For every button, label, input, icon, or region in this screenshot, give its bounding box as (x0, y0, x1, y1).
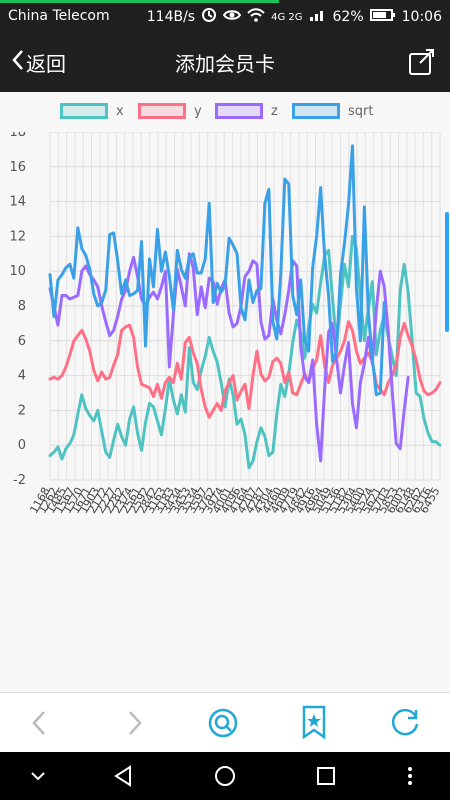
y-tick-label: 12 (9, 229, 26, 244)
chevron-left-icon (10, 49, 26, 76)
y-tick-label: 16 (9, 160, 26, 175)
network-type: 4G 2G (271, 11, 303, 23)
status-right: 114B/s 4G 2G 62% 10:06 (147, 7, 442, 27)
status-progress-line (0, 0, 279, 3)
y-tick-label: 10 (9, 264, 26, 279)
eye-icon (222, 9, 242, 25)
wifi-icon (247, 8, 265, 26)
y-tick-label: 6 (18, 334, 26, 349)
battery-percent: 62% (332, 9, 364, 25)
legend-item-sqrt: sqrt (292, 103, 373, 119)
y-tick-label: 0 (18, 438, 26, 453)
app-header: 返回 添加会员卡 (0, 33, 450, 92)
status-bar: China Telecom 114B/s 4G 2G 62% 10:06 (0, 0, 450, 33)
bookmark-button[interactable] (300, 705, 328, 743)
page-title: 添加会员卡 (175, 52, 275, 76)
nav-forward-button[interactable] (122, 709, 146, 741)
nav-back-button[interactable] (28, 709, 52, 741)
y-tick-label: 14 (9, 195, 26, 210)
chart-legend: x y z sqrt (0, 92, 450, 132)
bookmark-star-icon (300, 705, 328, 743)
legend-label-x: x (116, 103, 124, 119)
legend-label-y: y (194, 103, 202, 119)
triangle-back-icon (112, 764, 136, 792)
vertical-dots-icon (404, 764, 416, 792)
android-back-button[interactable] (112, 764, 136, 792)
legend-label-sqrt: sqrt (348, 103, 374, 119)
legend-label-z: z (271, 103, 278, 119)
legend-item-x: x (60, 103, 124, 119)
alarm-icon (201, 7, 217, 27)
refresh-button[interactable] (389, 706, 423, 744)
back-arrow-icon (28, 709, 52, 741)
legend-swatch-z (215, 103, 263, 119)
y-tick-label: 2 (18, 403, 26, 418)
legend-item-y: y (138, 103, 202, 119)
legend-swatch-y (138, 103, 186, 119)
legend-swatch-sqrt (292, 103, 340, 119)
network-speed: 114B/s (146, 9, 196, 25)
share-button[interactable] (406, 45, 438, 81)
signal-icon (309, 8, 327, 26)
carrier-label: China Telecom (8, 8, 110, 24)
y-tick-label: 8 (18, 299, 26, 314)
nav-hide-button[interactable] (28, 766, 48, 790)
share-icon (406, 45, 438, 81)
forward-arrow-icon (122, 709, 146, 741)
search-button[interactable] (206, 706, 240, 744)
system-nav-bar (0, 752, 450, 800)
y-tick-label: 18 (9, 132, 26, 140)
android-home-button[interactable] (213, 764, 237, 792)
home-circle-icon (213, 764, 237, 792)
chevron-down-icon (28, 766, 48, 790)
back-button[interactable]: 返回 (10, 48, 66, 77)
android-recent-button[interactable] (314, 764, 338, 792)
refresh-icon (389, 706, 423, 744)
search-icon (206, 706, 240, 744)
back-label: 返回 (26, 52, 66, 76)
clock: 10:06 (401, 9, 442, 25)
square-recent-icon (314, 764, 338, 792)
y-tick-label: -2 (13, 473, 26, 488)
chart-scrollbar[interactable] (445, 212, 449, 332)
y-tick-label: 4 (18, 369, 26, 384)
chart-container: x y z sqrt -2 0 2 4 6 8 10 12 14 16 18 1168 1262 1485… (0, 92, 450, 692)
browser-toolbar (0, 692, 450, 753)
series-line-sqrt (48, 144, 386, 397)
series-line-z (48, 252, 410, 463)
legend-swatch-x (60, 103, 108, 119)
line-chart: -202468101214161811681262148515671570167… (9, 132, 443, 516)
battery-icon (369, 8, 396, 26)
legend-item-z: z (215, 103, 278, 119)
android-menu-button[interactable] (404, 764, 416, 792)
